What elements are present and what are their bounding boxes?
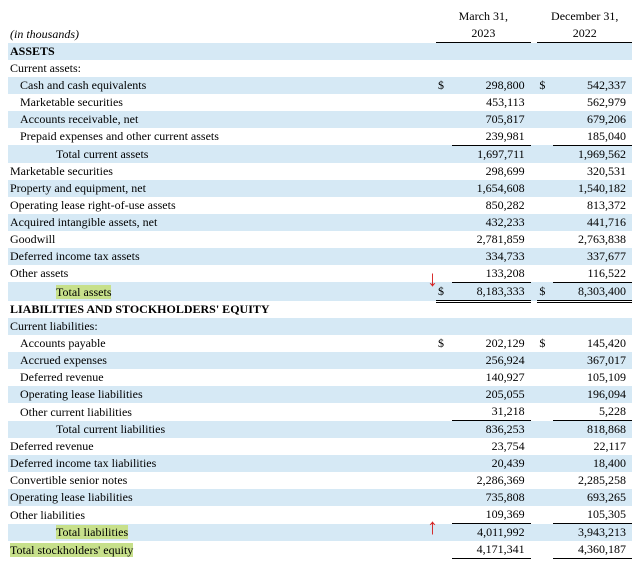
cell-value: 562,979	[553, 94, 632, 111]
cell-value: 109,369	[452, 506, 531, 524]
cell-value: 8,303,400	[553, 282, 632, 301]
currency-symbol: $	[537, 77, 553, 94]
cell-value: 2,781,859	[452, 231, 531, 248]
currency-symbol: $	[436, 282, 452, 301]
currency-symbol: $	[537, 282, 553, 301]
cell-value: 2,763,838	[553, 231, 632, 248]
cell-value: 337,677	[553, 248, 632, 265]
row-label: Total current assets	[8, 145, 436, 163]
col2-header-b: 2022	[537, 25, 632, 43]
units-label: (in thousands)	[8, 25, 436, 43]
cell-value: 818,868	[553, 421, 632, 439]
cell-value: 3,943,213	[553, 524, 632, 542]
current-liabilities-heading: Current liabilities:	[8, 318, 436, 335]
row-label: Accounts payable	[8, 335, 436, 352]
cell-value: 8,183,333	[452, 282, 531, 301]
balance-sheet-table: March 31, December 31, (in thousands) 20…	[8, 8, 632, 559]
col2-header-a: December 31,	[537, 8, 632, 25]
currency-symbol: $	[436, 77, 452, 94]
cell-value: 320,531	[553, 163, 632, 180]
cell-value: 145,420	[553, 335, 632, 352]
cell-value: 735,808	[452, 489, 531, 506]
cell-value: 140,927	[452, 369, 531, 386]
cell-value: 836,253	[452, 421, 531, 439]
row-label: Operating lease liabilities	[8, 489, 436, 506]
cell-value: 105,109	[553, 369, 632, 386]
cell-value: 1,969,562	[553, 145, 632, 163]
cell-value: 116,522	[553, 265, 632, 283]
cell-value: 679,206	[553, 111, 632, 128]
liabilities-heading: LIABILITIES AND STOCKHOLDERS' EQUITY	[8, 301, 436, 318]
cell-value: 256,924	[452, 352, 531, 369]
cell-value: 239,981	[452, 128, 531, 146]
row-label: Cash and cash equivalents	[8, 77, 436, 94]
row-label: Property and equipment, net	[8, 180, 436, 197]
cell-value: 298,699	[452, 163, 531, 180]
cell-value: 705,817	[452, 111, 531, 128]
total-liabilities-label: Total liabilities↑	[8, 524, 436, 542]
total-stockholders-equity-label: Total stockholders' equity	[8, 541, 436, 559]
row-label: Deferred revenue	[8, 438, 436, 455]
currency-symbol: $	[537, 335, 553, 352]
cell-value: 453,113	[452, 94, 531, 111]
cell-value: 542,337	[553, 77, 632, 94]
cell-value: 4,171,341	[452, 541, 531, 559]
cell-value: 105,305	[553, 506, 632, 524]
cell-value: 185,040	[553, 128, 632, 146]
cell-value: 31,218	[452, 403, 531, 421]
cell-value: 205,055	[452, 386, 531, 403]
assets-heading: ASSETS	[8, 43, 436, 60]
cell-value: 693,265	[553, 489, 632, 506]
cell-value: 2,285,258	[553, 472, 632, 489]
cell-value: 4,011,992	[452, 524, 531, 542]
row-label: Deferred revenue	[8, 369, 436, 386]
current-assets-heading: Current assets:	[8, 60, 436, 77]
cell-value: 20,439	[452, 455, 531, 472]
row-label: Convertible senior notes	[8, 472, 436, 489]
cell-value: 1,697,711	[452, 145, 531, 163]
row-label: Other liabilities	[8, 506, 436, 524]
cell-value: 441,716	[553, 214, 632, 231]
row-label: Operating lease liabilities	[8, 386, 436, 403]
row-label: Other assets	[8, 265, 436, 283]
currency-symbol: $	[436, 335, 452, 352]
cell-value: 850,282	[452, 197, 531, 214]
row-label: Operating lease right-of-use assets	[8, 197, 436, 214]
col1-header-b: 2023	[436, 25, 531, 43]
cell-value: 1,540,182	[553, 180, 632, 197]
cell-value: 2,286,369	[452, 472, 531, 489]
cell-value: 5,228	[553, 403, 632, 421]
row-label: Goodwill	[8, 231, 436, 248]
row-label: Deferred income tax assets	[8, 248, 436, 265]
cell-value: 4,360,187	[553, 541, 632, 559]
row-label: Acquired intangible assets, net	[8, 214, 436, 231]
cell-value: 23,754	[452, 438, 531, 455]
row-label: Total current liabilities	[8, 421, 436, 439]
cell-value: 1,654,608	[452, 180, 531, 197]
cell-value: 813,372	[553, 197, 632, 214]
cell-value: 18,400	[553, 455, 632, 472]
cell-value: 432,233	[452, 214, 531, 231]
col1-header-a: March 31,	[436, 8, 531, 25]
total-assets-label: Total assets↓	[8, 282, 436, 301]
row-label: Deferred income tax liabilities	[8, 455, 436, 472]
row-label: Other current liabilities	[8, 403, 436, 421]
row-label: Accrued expenses	[8, 352, 436, 369]
row-label: Marketable securities	[8, 94, 436, 111]
cell-value: 334,733	[452, 248, 531, 265]
row-label: Marketable securities	[8, 163, 436, 180]
cell-value: 22,117	[553, 438, 632, 455]
cell-value: 202,129	[452, 335, 531, 352]
cell-value: 298,800	[452, 77, 531, 94]
cell-value: 196,094	[553, 386, 632, 403]
row-label: Accounts receivable, net	[8, 111, 436, 128]
row-label: Prepaid expenses and other current asset…	[8, 128, 436, 146]
cell-value: 367,017	[553, 352, 632, 369]
cell-value: 133,208	[452, 265, 531, 283]
